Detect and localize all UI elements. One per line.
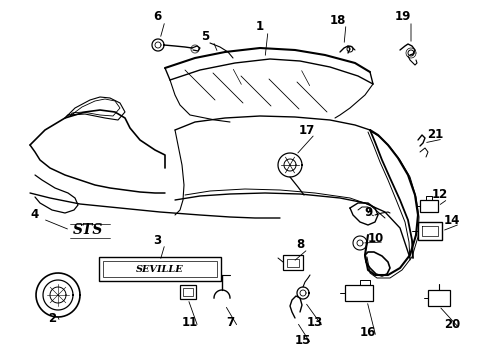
Bar: [183, 288, 193, 296]
Bar: [418, 222, 442, 240]
Text: 16: 16: [360, 327, 376, 339]
Bar: [103, 261, 217, 277]
Text: 15: 15: [295, 333, 311, 346]
Text: 8: 8: [296, 238, 304, 252]
Text: 10: 10: [368, 231, 384, 244]
Text: 5: 5: [201, 31, 209, 44]
Text: 12: 12: [432, 189, 448, 202]
Text: 9: 9: [364, 207, 372, 220]
Text: 6: 6: [153, 10, 161, 23]
Bar: [428, 290, 450, 306]
Bar: [180, 285, 196, 299]
Text: 20: 20: [444, 319, 460, 332]
Bar: [287, 259, 299, 267]
Text: 3: 3: [153, 234, 161, 247]
Bar: [283, 255, 303, 270]
Text: SEVILLE: SEVILLE: [136, 266, 184, 274]
Text: 13: 13: [307, 316, 323, 329]
Text: 7: 7: [226, 316, 234, 329]
Text: 18: 18: [330, 13, 346, 27]
Text: 21: 21: [427, 129, 443, 141]
Bar: [345, 285, 373, 301]
Text: 2: 2: [48, 311, 56, 324]
Text: 17: 17: [299, 123, 315, 136]
Text: 11: 11: [182, 316, 198, 329]
Text: 14: 14: [444, 213, 460, 226]
Text: 1: 1: [256, 21, 264, 33]
Text: 4: 4: [31, 208, 39, 221]
Text: 19: 19: [395, 10, 411, 23]
Text: STS: STS: [73, 223, 103, 237]
Bar: [420, 200, 438, 212]
